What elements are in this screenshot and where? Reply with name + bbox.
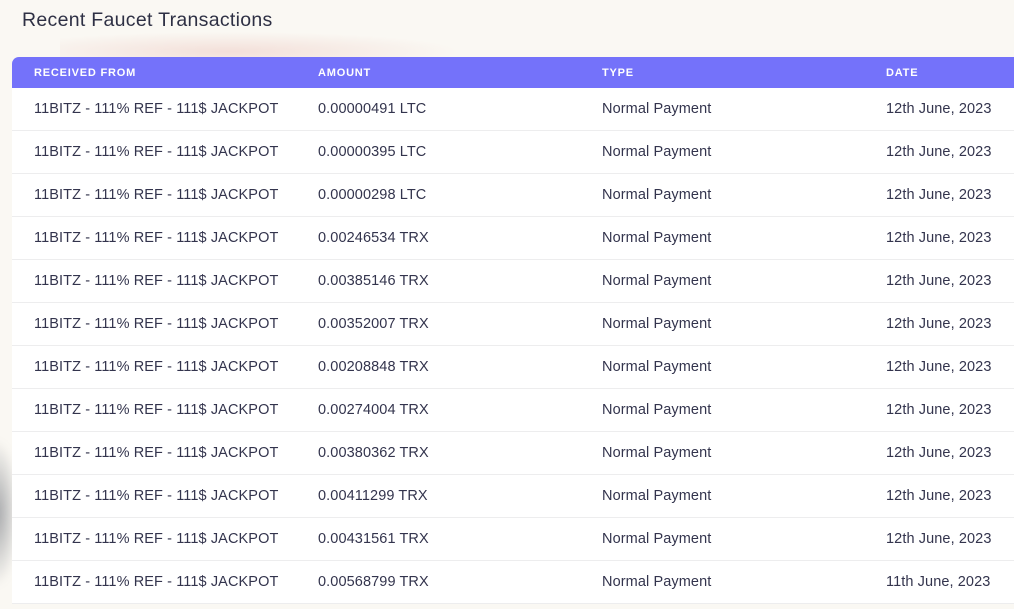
column-header-received-from: Received From xyxy=(34,66,137,79)
cell-type: Normal Payment xyxy=(602,316,712,332)
cell-received-from: 11BITZ - 111% REF - 111$ JACKPOT xyxy=(34,144,279,160)
cell-received-from: 11BITZ - 111% REF - 111$ JACKPOT xyxy=(34,574,279,590)
table-row: 11BITZ - 111% REF - 111$ JACKPOT 0.003851… xyxy=(12,260,1014,303)
table-row: 11BITZ - 111% REF - 111$ JACKPOT 0.003520… xyxy=(12,303,1014,346)
cell-date: 12th June, 2023 xyxy=(886,402,992,418)
column-header-date: Date xyxy=(886,66,919,79)
cell-amount: 0.00208848 TRX xyxy=(318,359,429,375)
cell-date: 12th June, 2023 xyxy=(886,488,992,504)
page-title: Recent Faucet Transactions xyxy=(22,9,273,31)
cell-date: 12th June, 2023 xyxy=(886,230,992,246)
column-header-type: Type xyxy=(602,66,634,79)
cell-received-from: 11BITZ - 111% REF - 111$ JACKPOT xyxy=(34,187,279,203)
cell-received-from: 11BITZ - 111% REF - 111$ JACKPOT xyxy=(34,316,279,332)
cell-amount: 0.00274004 TRX xyxy=(318,402,429,418)
cell-amount: 0.00000395 LTC xyxy=(318,144,427,160)
cell-date: 12th June, 2023 xyxy=(886,144,992,160)
cell-received-from: 11BITZ - 111% REF - 111$ JACKPOT xyxy=(34,273,279,289)
cell-received-from: 11BITZ - 111% REF - 111$ JACKPOT xyxy=(34,359,279,375)
cell-received-from: 11BITZ - 111% REF - 111$ JACKPOT xyxy=(34,402,279,418)
cell-amount: 0.00000491 LTC xyxy=(318,101,427,117)
table-row: 11BITZ - 111% REF - 111$ JACKPOT 0.004315… xyxy=(12,518,1014,561)
cell-type: Normal Payment xyxy=(602,359,712,375)
table-body: 11BITZ - 111% REF - 111$ JACKPOT 0.000004… xyxy=(12,88,1014,604)
table-row: 11BITZ - 111% REF - 111$ JACKPOT 0.002088… xyxy=(12,346,1014,389)
cell-date: 12th June, 2023 xyxy=(886,101,992,117)
table-row: 11BITZ - 111% REF - 111$ JACKPOT 0.005687… xyxy=(12,561,1014,604)
cell-date: 12th June, 2023 xyxy=(886,273,992,289)
table-row: 11BITZ - 111% REF - 111$ JACKPOT 0.000004… xyxy=(12,88,1014,131)
cell-amount: 0.00431561 TRX xyxy=(318,531,429,547)
cell-received-from: 11BITZ - 111% REF - 111$ JACKPOT xyxy=(34,101,279,117)
table-row: 11BITZ - 111% REF - 111$ JACKPOT 0.002465… xyxy=(12,217,1014,260)
cell-date: 12th June, 2023 xyxy=(886,359,992,375)
cell-type: Normal Payment xyxy=(602,230,712,246)
cell-received-from: 11BITZ - 111% REF - 111$ JACKPOT xyxy=(34,488,279,504)
cell-amount: 0.00568799 TRX xyxy=(318,574,429,590)
cell-type: Normal Payment xyxy=(602,273,712,289)
table-row: 11BITZ - 111% REF - 111$ JACKPOT 0.004112… xyxy=(12,475,1014,518)
cell-amount: 0.00000298 LTC xyxy=(318,187,427,203)
cell-type: Normal Payment xyxy=(602,488,712,504)
cell-date: 12th June, 2023 xyxy=(886,316,992,332)
table-row: 11BITZ - 111% REF - 111$ JACKPOT 0.003803… xyxy=(12,432,1014,475)
cell-amount: 0.00352007 TRX xyxy=(318,316,429,332)
cell-date: 12th June, 2023 xyxy=(886,531,992,547)
cell-type: Normal Payment xyxy=(602,402,712,418)
cell-type: Normal Payment xyxy=(602,144,712,160)
cell-type: Normal Payment xyxy=(602,574,712,590)
cell-received-from: 11BITZ - 111% REF - 111$ JACKPOT xyxy=(34,230,279,246)
table-header-row: Received From Amount Type Date xyxy=(12,57,1014,88)
cell-amount: 0.00246534 TRX xyxy=(318,230,429,246)
cell-received-from: 11BITZ - 111% REF - 111$ JACKPOT xyxy=(34,445,279,461)
cell-date: 12th June, 2023 xyxy=(886,445,992,461)
transactions-table: Received From Amount Type Date 11BITZ - … xyxy=(12,57,1014,604)
table-row: 11BITZ - 111% REF - 111$ JACKPOT 0.002740… xyxy=(12,389,1014,432)
cell-type: Normal Payment xyxy=(602,187,712,203)
cell-type: Normal Payment xyxy=(602,445,712,461)
cell-type: Normal Payment xyxy=(602,531,712,547)
column-header-amount: Amount xyxy=(318,66,372,79)
cell-type: Normal Payment xyxy=(602,101,712,117)
table-row: 11BITZ - 111% REF - 111$ JACKPOT 0.000002… xyxy=(12,174,1014,217)
cell-amount: 0.00380362 TRX xyxy=(318,445,429,461)
table-row: 11BITZ - 111% REF - 111$ JACKPOT 0.000003… xyxy=(12,131,1014,174)
cell-received-from: 11BITZ - 111% REF - 111$ JACKPOT xyxy=(34,531,279,547)
cell-amount: 0.00411299 TRX xyxy=(318,488,428,504)
cell-date: 11th June, 2023 xyxy=(886,574,991,590)
cell-date: 12th June, 2023 xyxy=(886,187,992,203)
cell-amount: 0.00385146 TRX xyxy=(318,273,429,289)
